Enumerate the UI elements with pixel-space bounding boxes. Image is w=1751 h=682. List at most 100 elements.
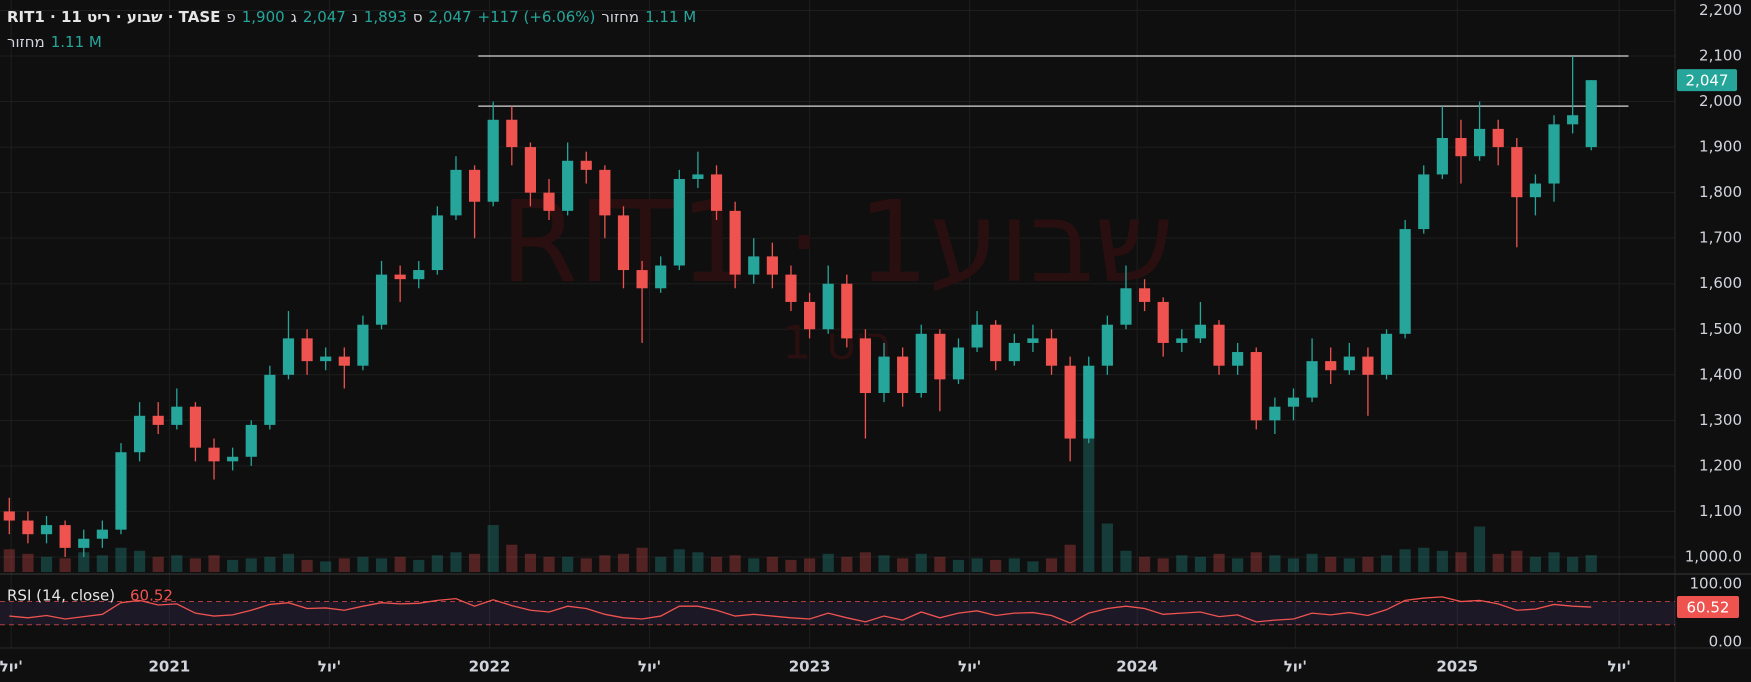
candle-body: [1157, 301, 1169, 343]
candle-body: [134, 415, 146, 453]
candle-body: [1139, 288, 1151, 302]
rsi-tag-label: 60.52: [1687, 599, 1730, 617]
volume-bar: [40, 556, 53, 572]
high-label: ג: [290, 8, 297, 26]
rsi-tag: [1677, 596, 1739, 619]
volume-bar: [897, 558, 909, 572]
volume-bar: [599, 555, 611, 572]
volume-bar: [1474, 526, 1486, 572]
x-tick-label: יול': [318, 658, 341, 676]
volume-bar: [748, 558, 760, 572]
volume-bar: [134, 550, 146, 572]
volume-bar: [1213, 553, 1225, 572]
volume-bar: [1045, 558, 1058, 572]
volume-bar: [227, 559, 239, 572]
volume-bar: [450, 552, 462, 572]
volume-bar: [320, 561, 332, 572]
rsi-tick-label: 100.00: [1690, 575, 1743, 593]
rsi-band: [0, 601, 1675, 625]
volume-bar: [171, 555, 183, 572]
volume-bar: [710, 556, 723, 572]
candle-body: [96, 529, 108, 539]
x-tick-label: יול': [958, 658, 981, 676]
volume-bar: [431, 555, 443, 572]
candle-body: [710, 174, 723, 211]
candle-body: [320, 356, 332, 362]
candle-body: [282, 338, 295, 375]
candle-body: [1306, 361, 1318, 398]
rsi-line: [9, 596, 1592, 624]
volume-row: מחזור 1.11 M: [7, 33, 102, 51]
candle-body: [562, 160, 574, 211]
volume-bar: [562, 556, 574, 572]
volume-bar: [915, 553, 927, 572]
candle-body: [1213, 324, 1225, 366]
candle-body: [543, 192, 555, 211]
candle-body: [599, 169, 611, 216]
header-row: RIT1 · 1שבוע · ריט 1 · TASE פ 1,900 ג 2,04…: [7, 8, 696, 26]
volume-bar: [152, 556, 164, 572]
candle-body: [785, 274, 797, 302]
candle-body: [636, 270, 648, 289]
candle-body: [524, 147, 536, 193]
price-tag-label: 2,047: [1686, 72, 1729, 90]
candle-body: [40, 525, 53, 535]
candle-body: [245, 424, 257, 457]
y-tick-label: 1,200: [1699, 456, 1742, 474]
volume-bar: [506, 544, 518, 572]
candle-body: [1380, 333, 1393, 375]
volume-bar: [1083, 428, 1095, 572]
low-label: נ: [351, 8, 358, 26]
candle-body: [1548, 124, 1560, 184]
x-tick-label: 2023: [789, 658, 831, 676]
volume-bar: [22, 553, 34, 572]
y-tick-label: 1,300: [1699, 411, 1742, 429]
candle-body: [394, 274, 406, 280]
volume-bar: [375, 558, 388, 572]
high-value: 2,047: [302, 8, 346, 26]
volume-label: מחזור: [601, 8, 640, 26]
volume-bar: [1325, 556, 1337, 572]
volume-bar: [1343, 558, 1355, 572]
candle-body: [655, 265, 667, 289]
x-tick-label: 2021: [148, 658, 190, 676]
candle-body: [1343, 356, 1355, 371]
volume-bar: [469, 553, 481, 572]
volume-bar: [3, 549, 15, 572]
candle-body: [1567, 115, 1579, 125]
y-tick-label: 1,000.0: [1685, 547, 1742, 565]
volume-bar: [1418, 547, 1430, 572]
candle-body: [878, 356, 890, 394]
y-tick-label: 1,600: [1699, 274, 1742, 292]
candle-body: [841, 283, 853, 339]
y-tick-label: 1,800: [1699, 183, 1742, 201]
candle-body: [1492, 128, 1504, 148]
candle-body: [673, 178, 685, 266]
candle-body: [338, 356, 350, 366]
rsi-value: 60.52: [130, 587, 173, 605]
volume-bar: [1585, 555, 1597, 572]
y-tick-label: 1,400: [1699, 365, 1742, 383]
volume-bar: [822, 553, 834, 572]
candle-body: [1027, 338, 1039, 343]
y-tick-label: 2,200: [1699, 1, 1742, 19]
volume-bar: [338, 558, 350, 572]
candle-body: [171, 406, 183, 425]
close-value: 2,047: [428, 8, 472, 26]
candle-body: [1362, 356, 1374, 375]
volume-bar: [1548, 552, 1560, 572]
candle-body: [375, 274, 388, 325]
candle-body: [1529, 183, 1541, 198]
rsi-name: RSI (14, close): [7, 587, 115, 605]
candle-body: [59, 525, 71, 548]
volume-bar: [1511, 550, 1523, 572]
volume-bar: [487, 525, 499, 572]
y-tick-label: 1,700: [1699, 229, 1742, 247]
candle-body: [1474, 128, 1486, 157]
open-value: 1,900: [241, 8, 285, 26]
volume-bar: [655, 556, 667, 572]
candle-body: [1194, 324, 1206, 339]
volume-bar: [636, 547, 648, 572]
volume-bar: [1232, 558, 1244, 572]
